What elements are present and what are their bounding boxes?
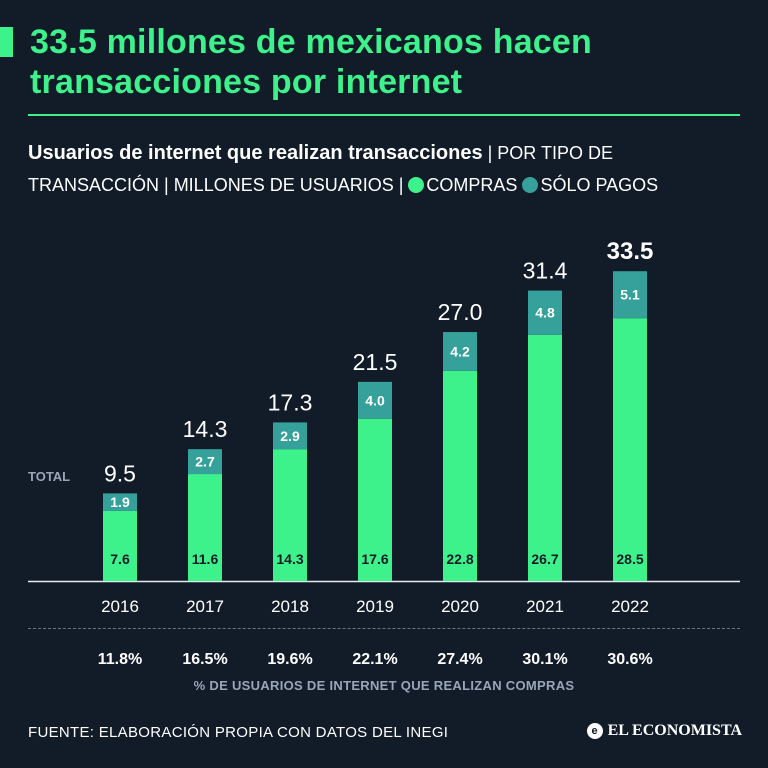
- payments-value-label: 4.8: [535, 305, 555, 321]
- purchases-value-label: 14.3: [276, 551, 303, 567]
- legend-purchases-dot: [408, 177, 425, 193]
- pct-buyers-label: 27.4%: [437, 651, 482, 668]
- bar-purchases: [103, 510, 137, 581]
- pct-footnote: % DE USUARIOS DE INTERNET QUE REALIZAN C…: [193, 678, 575, 693]
- bar-payments: [273, 422, 307, 450]
- payments-value-label: 1.9: [110, 494, 130, 510]
- bar-payments: [188, 449, 222, 475]
- x-tick-label: 2021: [526, 597, 564, 616]
- purchases-value-label: 28.5: [616, 551, 643, 567]
- brand-name: EL ECONOMISTA: [607, 722, 742, 739]
- purchases-value-label: 22.8: [446, 551, 473, 567]
- headline-accent-bar: [0, 27, 13, 57]
- pct-buyers-label: 22.1%: [352, 651, 397, 668]
- brand-logo: e EL ECONOMISTA: [586, 722, 742, 740]
- purchases-value-label: 11.6: [192, 551, 219, 567]
- total-value-label: 21.5: [353, 349, 398, 375]
- total-value-label: 27.0: [438, 299, 483, 325]
- payments-value-label: 4.2: [450, 343, 470, 359]
- x-tick-label: 2018: [271, 597, 309, 616]
- bar-payments: [443, 332, 477, 371]
- pct-buyers-label: 30.6%: [607, 651, 652, 668]
- total-row-label: TOTAL: [28, 469, 70, 484]
- x-tick-label: 2019: [356, 597, 394, 616]
- bar-payments: [528, 290, 562, 335]
- dashed-separator: [28, 628, 740, 629]
- total-value-label: 14.3: [183, 416, 228, 442]
- bar-purchases: [528, 334, 562, 581]
- total-value-label: 17.3: [268, 389, 313, 415]
- pct-buyers-label: 11.8%: [98, 651, 142, 668]
- chart-subtitle: Usuarios de internet que realizan transa…: [28, 137, 748, 201]
- bar-purchases: [613, 318, 647, 581]
- x-tick-label: 2017: [186, 597, 224, 616]
- purchases-value-label: 7.6: [110, 551, 130, 567]
- source-note: FUENTE: ELABORACIÓN PROPIA CON DATOS DEL…: [28, 724, 449, 741]
- pct-buyers-label: 16.5%: [182, 651, 227, 668]
- legend-payments-label: SÓLO PAGOS: [540, 175, 659, 195]
- pct-buyers-label: 19.6%: [267, 651, 312, 668]
- x-tick-label: 2020: [441, 597, 479, 616]
- brand-icon: e: [586, 723, 603, 739]
- bar-payments: [613, 271, 647, 319]
- bar-purchases: [358, 418, 392, 581]
- bar-purchases: [188, 474, 222, 581]
- bar-payments: [103, 493, 137, 511]
- bar-purchases: [443, 370, 477, 581]
- subtitle-strong: Usuarios de internet que realizan transa…: [28, 142, 483, 164]
- purchases-value-label: 17.6: [361, 551, 388, 567]
- total-value-label: 31.4: [523, 258, 568, 284]
- bar-purchases: [273, 449, 307, 581]
- page-title: 33.5 millones de mexicanos hacen transac…: [30, 23, 592, 101]
- payments-value-label: 5.1: [620, 287, 640, 303]
- x-tick-label: 2022: [611, 597, 649, 616]
- title-divider: [28, 114, 740, 116]
- payments-value-label: 4.0: [365, 392, 385, 408]
- x-tick-label: 2016: [101, 597, 139, 616]
- total-value-label: 33.5: [607, 238, 654, 265]
- subtitle-rest: | POR TIPO DE TRANSACCIÓN | MILLONES DE …: [28, 143, 613, 195]
- bar-payments: [358, 381, 392, 419]
- legend-purchases-label: COMPRAS: [426, 175, 518, 195]
- payments-value-label: 2.7: [195, 454, 215, 470]
- total-value-label: 9.5: [104, 460, 136, 486]
- purchases-value-label: 26.7: [531, 551, 558, 567]
- pct-buyers-label: 30.1%: [522, 651, 567, 668]
- payments-value-label: 2.9: [280, 428, 300, 444]
- legend-payments-dot: [522, 177, 539, 193]
